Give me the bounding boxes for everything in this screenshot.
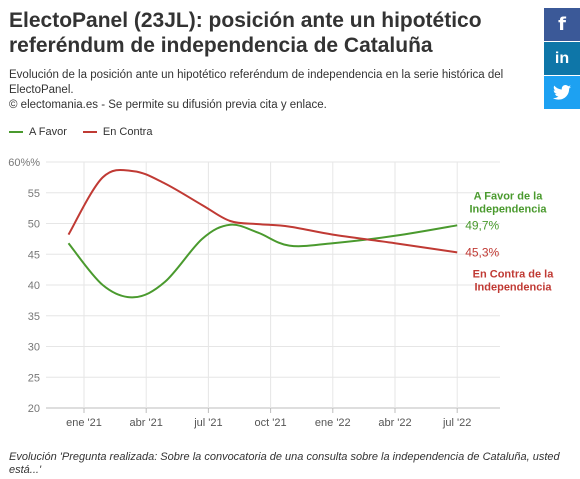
series-line-contra	[67, 168, 458, 254]
legend-item-contra[interactable]: En Contra	[82, 126, 153, 138]
y-tick-label: 35	[28, 311, 40, 323]
end-label-contra-line2: Independencia	[474, 281, 552, 293]
subtitle-copyright: © electomania.es - Se permite su difusió…	[9, 99, 327, 111]
end-label-favor-line2: Independencia	[469, 203, 547, 215]
y-tick-label: 45	[28, 249, 40, 261]
y-tick-label: 40	[28, 280, 40, 292]
series-line-favor	[67, 223, 458, 299]
legend-item-favor[interactable]: A Favor	[9, 126, 67, 138]
y-tick-label: 30	[28, 342, 40, 354]
y-tick-label: 50	[28, 219, 40, 231]
legend-swatch-contra	[82, 131, 97, 133]
end-label-contra-line1: En Contra de la	[473, 268, 555, 280]
end-value-favor: 49,7%	[465, 218, 499, 232]
x-tick-label: oct '21	[255, 417, 287, 429]
x-tick-label: abr '21	[130, 417, 163, 429]
chart-footnote: Evolución 'Pregunta realizada: Sobre la …	[9, 451, 560, 476]
x-tick-label: jul '21	[193, 417, 222, 429]
y-tick-label: 25	[28, 372, 40, 384]
twitter-icon	[553, 85, 571, 100]
chart-title: ElectoPanel (23JL): posición ante un hip…	[9, 9, 482, 57]
subtitle-description: Evolución de la posición ante un hipotét…	[9, 69, 504, 96]
x-tick-label: jul '22	[442, 417, 471, 429]
legend-swatch-favor	[9, 131, 23, 133]
end-value-contra: 45,3%	[465, 245, 499, 259]
linkedin-share-button[interactable]: in	[544, 42, 580, 75]
y-tick-label: 60%%	[8, 157, 40, 169]
chart-subtitle: Evolución de la posición ante un hipotét…	[9, 68, 529, 113]
legend-label-contra: En Contra	[102, 126, 153, 138]
y-tick-label: 20	[28, 403, 40, 415]
x-tick-label: abr '22	[378, 417, 411, 429]
line-chart: 60%% 55 50 45 40 35 30 25 20 ene '21 abr '21 jul '2…	[8, 157, 555, 429]
facebook-share-button[interactable]: f	[544, 8, 580, 41]
x-tick-label: ene '22	[315, 417, 351, 429]
facebook-icon: f	[558, 14, 566, 35]
linkedin-icon: in	[554, 49, 570, 67]
end-label-favor-line1: A Favor de la	[474, 190, 544, 202]
twitter-share-button[interactable]	[544, 76, 580, 109]
y-tick-label: 55	[28, 188, 40, 200]
x-tick-label: ene '21	[66, 417, 102, 429]
legend-label-favor: A Favor	[29, 126, 67, 138]
chart-legend: A Favor En Contra	[9, 126, 152, 138]
